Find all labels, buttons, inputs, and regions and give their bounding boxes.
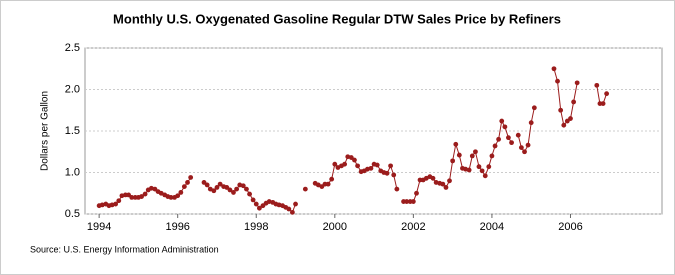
- point: [217, 181, 223, 187]
- point: [506, 135, 511, 141]
- point: [571, 99, 577, 105]
- point: [332, 161, 338, 167]
- point: [414, 190, 419, 196]
- point: [509, 140, 514, 146]
- point: [240, 183, 246, 189]
- point: [479, 168, 485, 174]
- point: [227, 187, 233, 193]
- point: [551, 66, 557, 72]
- point: [181, 184, 187, 190]
- point: [604, 91, 610, 97]
- point: [129, 195, 135, 200]
- point: [450, 158, 456, 164]
- point: [561, 122, 567, 128]
- source: Source: U.S. Energy Information Administ…: [30, 244, 219, 254]
- point: [525, 142, 531, 148]
- point: [244, 186, 249, 192]
- point: [374, 162, 380, 168]
- point: [342, 161, 348, 167]
- point: [531, 105, 537, 111]
- point: [250, 197, 256, 203]
- point: [499, 118, 505, 124]
- point: [325, 181, 331, 187]
- x-tick-label: 2002: [401, 221, 425, 233]
- point: [568, 116, 573, 121]
- point: [473, 149, 478, 155]
- point: [352, 157, 357, 163]
- point: [394, 186, 400, 192]
- point: [231, 190, 236, 195]
- point: [515, 132, 521, 138]
- point: [116, 198, 122, 204]
- y-axis-label: Dollars per Gallon: [40, 91, 51, 171]
- point: [574, 80, 580, 86]
- point: [502, 124, 508, 130]
- point: [253, 201, 259, 207]
- point: [247, 191, 252, 197]
- point: [482, 173, 488, 179]
- x-tick-label: 2000: [323, 221, 347, 233]
- point: [388, 163, 393, 169]
- point: [600, 101, 606, 107]
- point: [476, 164, 482, 170]
- point: [289, 209, 295, 215]
- y-tick-label: 2.5: [65, 42, 80, 54]
- point: [391, 172, 397, 178]
- x-tick-label: 1996: [165, 221, 189, 233]
- point: [528, 120, 534, 126]
- point: [211, 188, 217, 194]
- point: [486, 164, 492, 170]
- point: [492, 143, 498, 149]
- point: [555, 78, 560, 84]
- point: [440, 181, 446, 187]
- point: [489, 153, 495, 159]
- point: [453, 141, 459, 147]
- y-tick-label: 2.0: [65, 83, 80, 95]
- point: [518, 145, 524, 151]
- point: [368, 165, 374, 171]
- point: [302, 186, 308, 192]
- point: [522, 149, 527, 155]
- point: [329, 176, 335, 182]
- point: [466, 167, 472, 173]
- point: [188, 175, 194, 180]
- x-tick-label: 2004: [480, 221, 504, 233]
- point: [175, 193, 181, 199]
- point: [469, 153, 475, 159]
- point: [168, 195, 174, 200]
- point: [558, 107, 564, 113]
- point: [293, 201, 298, 207]
- point: [594, 82, 600, 88]
- point: [214, 185, 220, 190]
- point: [234, 186, 240, 192]
- x-tick-label: 1998: [244, 221, 268, 233]
- y-tick-label: 0.5: [65, 208, 80, 220]
- point: [430, 175, 436, 181]
- y-tick-label: 1.5: [65, 125, 80, 137]
- point: [496, 136, 502, 142]
- point: [355, 163, 360, 169]
- chart-title: Monthly U.S. Oxygenated Gasoline Regular…: [113, 11, 561, 26]
- point: [443, 185, 449, 190]
- point: [185, 180, 190, 185]
- point: [384, 170, 390, 176]
- point: [204, 182, 210, 188]
- y-tick-label: 1.0: [65, 166, 80, 178]
- point: [142, 191, 148, 197]
- point: [456, 152, 462, 158]
- point: [113, 201, 119, 207]
- point: [256, 205, 262, 211]
- point: [410, 199, 416, 204]
- point: [447, 178, 452, 184]
- point: [404, 199, 410, 204]
- x-tick-label: 1994: [87, 221, 111, 233]
- point: [139, 194, 144, 199]
- x-tick-label: 2006: [558, 221, 582, 233]
- point: [286, 206, 292, 212]
- point: [178, 190, 184, 195]
